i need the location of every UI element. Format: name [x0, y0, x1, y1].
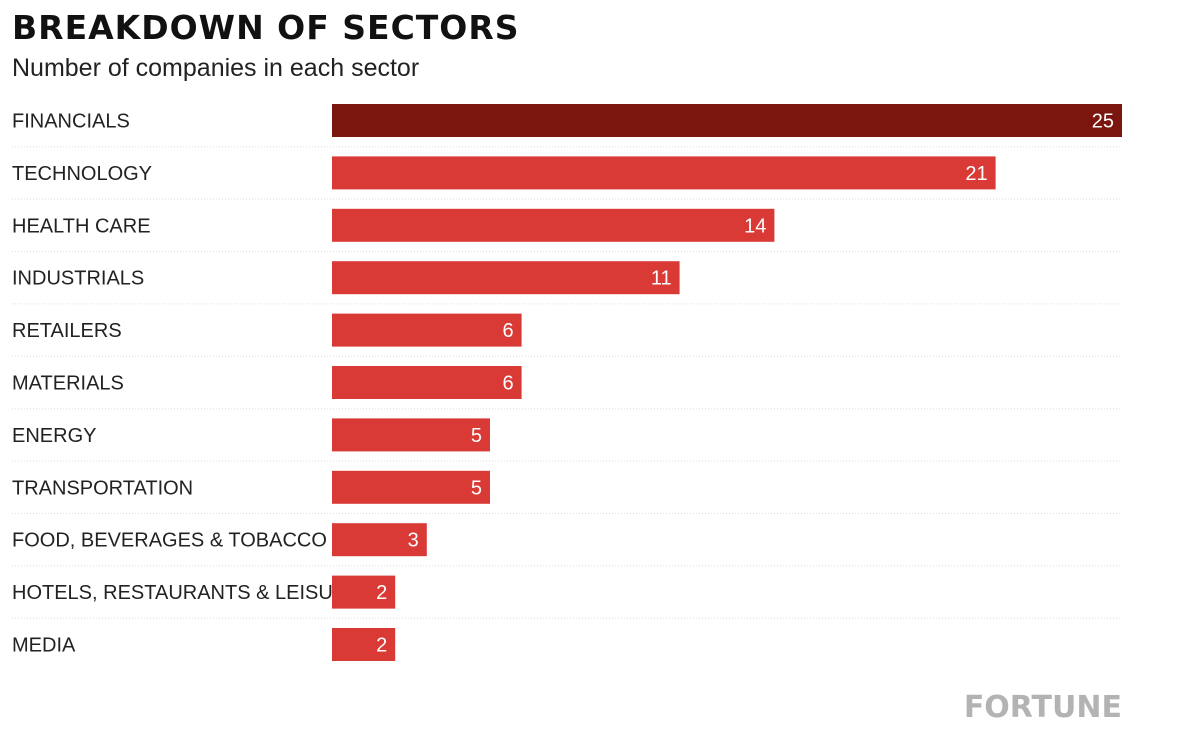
category-label: HOTELS, RESTAURANTS & LEISURE: [12, 582, 361, 604]
bar: [332, 418, 490, 452]
bar: [332, 104, 1122, 137]
category-label: FOOD, BEVERAGES & TOBACCO: [12, 530, 327, 552]
bar-value-label: 14: [744, 215, 766, 237]
bar-value-label: 2: [376, 635, 387, 657]
chart-title: BREAKDOWN OF SECTORS: [12, 8, 520, 47]
category-label: MEDIA: [12, 635, 76, 657]
bar-value-label: 6: [502, 373, 513, 395]
bar: [332, 470, 490, 504]
bar: [332, 313, 522, 347]
bar: [332, 575, 396, 609]
bar: [332, 208, 775, 242]
category-label: INDUSTRIALS: [12, 268, 144, 290]
bar-value-label: 21: [965, 163, 987, 185]
category-label: TECHNOLOGY: [12, 163, 152, 185]
chart-subtitle: Number of companies in each sector: [12, 54, 420, 82]
bar: [332, 261, 680, 295]
bar-value-label: 25: [1092, 111, 1114, 133]
bar-value-label: 2: [376, 582, 387, 604]
fortune-logo: FORTUNE: [963, 690, 1122, 725]
bar-value-label: 11: [651, 268, 672, 290]
bar-value-label: 3: [408, 530, 419, 552]
bar-value-label: 6: [502, 320, 513, 342]
category-label: FINANCIALS: [12, 111, 130, 133]
bar-value-label: 5: [471, 425, 482, 447]
category-label: RETAILERS: [12, 320, 122, 342]
bar: [332, 366, 522, 399]
bar: [332, 628, 396, 661]
category-label: TRANSPORTATION: [12, 477, 193, 499]
category-label: ENERGY: [12, 425, 96, 447]
bar-value-label: 5: [471, 477, 482, 499]
category-label: HEALTH CARE: [12, 215, 151, 237]
category-label: MATERIALS: [12, 373, 124, 395]
bar: [332, 523, 427, 557]
bar: [332, 156, 996, 190]
